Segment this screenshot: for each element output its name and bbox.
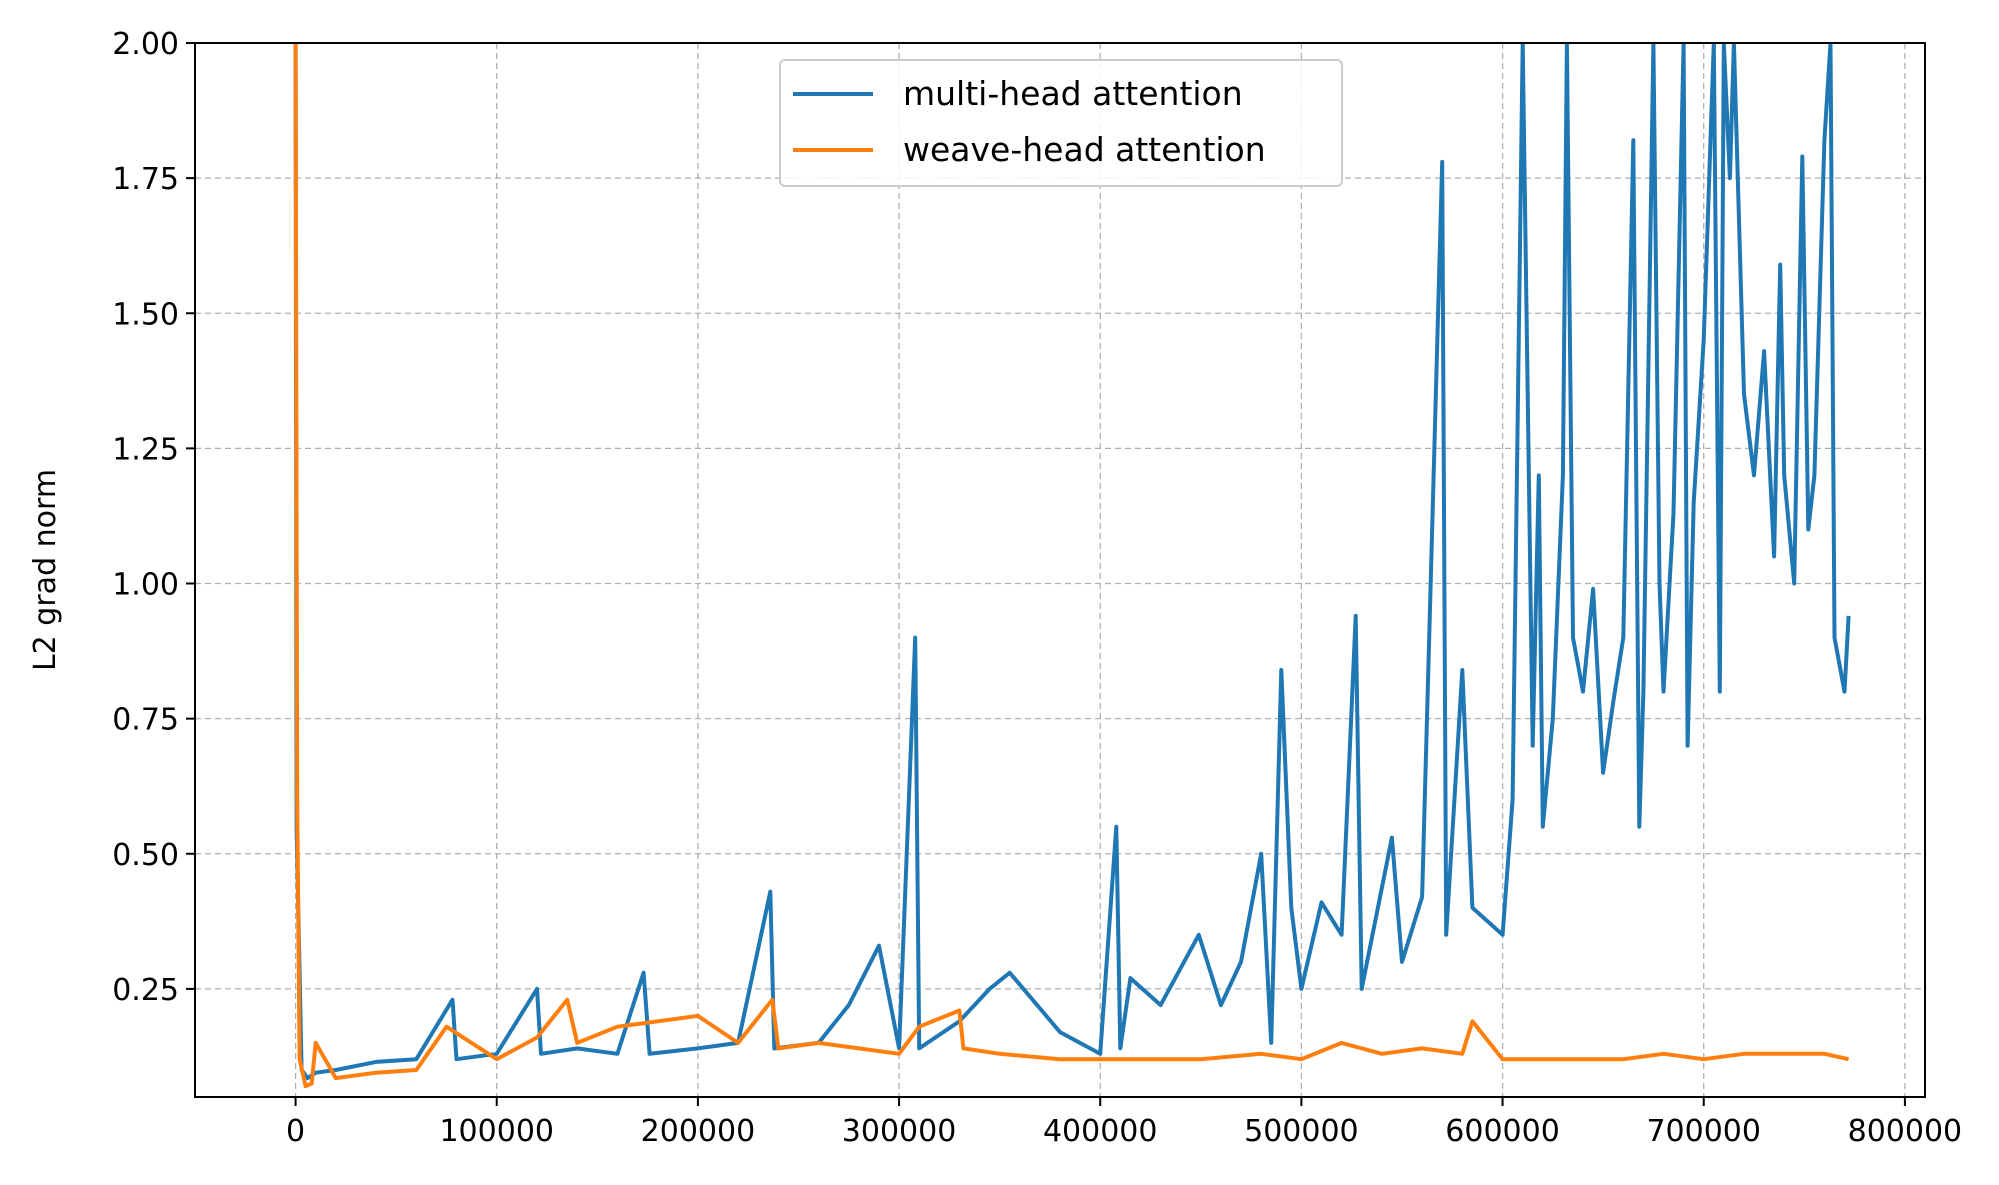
x-tick-label: 700000 [1646,1114,1761,1149]
y-tick-label: 2.00 [112,27,179,62]
y-tick-label: 0.25 [112,973,179,1008]
legend: multi-head attention weave-head attention [779,59,1343,187]
y-tick-label: 1.00 [112,568,179,603]
legend-label: weave-head attention [903,130,1266,169]
y-tick-label: 1.75 [112,162,179,197]
x-tick-label: 100000 [439,1114,554,1149]
x-tick-label: 800000 [1848,1114,1963,1149]
series-line-2 [293,43,1850,1089]
x-tick-label: 200000 [641,1114,756,1149]
legend-label: multi-head attention [903,74,1243,113]
y-tick-label: 0.50 [112,838,179,873]
y-tick-label: 0.75 [112,703,179,738]
x-tick-label: 500000 [1244,1114,1359,1149]
grid [195,42,1925,1097]
plot-frame [194,42,1926,1098]
x-axis: 0 100000 200000 300000 400000 500000 600000 700… [286,1097,1962,1149]
y-axis: 0.25 0.50 0.75 1.00 1.25 1.50 1.75 2.00 [112,27,195,1008]
x-tick-label: 0 [286,1114,305,1149]
series-line-1 [293,43,1851,1081]
x-tick-label: 400000 [1043,1114,1158,1149]
x-tick-label: 300000 [842,1114,957,1149]
y-axis-label: L2 grad norm [28,469,63,671]
series-layer [293,43,1851,1089]
legend-box [779,59,1343,187]
x-tick-label: 600000 [1445,1114,1560,1149]
y-tick-label: 1.50 [112,297,179,332]
y-tick-label: 1.25 [112,432,179,467]
